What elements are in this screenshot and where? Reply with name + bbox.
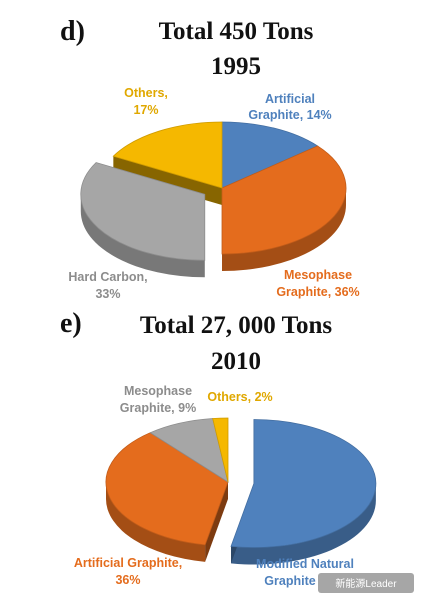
slice-side-modified-natural-graphite (231, 483, 376, 565)
slice-others-17 (112, 121, 223, 189)
slice-label-modified-natural-graphite-2010: Modified Natural Graphite (256, 557, 354, 588)
watermark-backdrop (318, 573, 414, 593)
label-line-1: Others, 2% (207, 390, 272, 404)
watermark: 新能源Leader (318, 573, 414, 593)
slice-side-mesophase-graphite-36 (222, 188, 346, 271)
panel-label-e: e) (60, 308, 82, 339)
slice-label-others-2010: Others, 2% (207, 390, 272, 404)
label-line-1: Artificial Graphite, (74, 556, 182, 570)
chart-subtitle-e: 2010 (211, 348, 261, 375)
panel-label-d: d) (60, 16, 85, 47)
pie-chart-2010 (105, 417, 377, 565)
label-line-2: Graphite (264, 574, 315, 588)
slice-artificial-graphite-14 (221, 121, 319, 189)
label-line-2: 33% (95, 287, 120, 301)
label-line-1: Mesophase (284, 268, 352, 282)
watermark-text: 新能源Leader (335, 577, 397, 590)
slice-side-hard-carbon-33 (80, 194, 205, 278)
slice-mesophase-graphite-36 (221, 145, 347, 255)
slice-modified-natural-graphite (230, 419, 377, 548)
label-line-2: 36% (115, 573, 140, 587)
slice-hard-carbon-33 (80, 162, 206, 261)
slice-artificial-graphite-36 (105, 432, 229, 546)
slice-wall-artificial-graphite-36 (205, 482, 228, 562)
label-line-1: Artificial (265, 92, 315, 106)
label-line-1: Mesophase (124, 384, 192, 398)
label-line-2: Graphite, 14% (248, 108, 331, 122)
pie-chart-1995 (80, 121, 347, 278)
slice-label-mesophase-graphite-2010: Mesophase Graphite, 9% (120, 384, 196, 415)
label-line-1: Others, (124, 86, 168, 100)
slice-label-artificial-graphite-1995: Artificial Graphite, 14% (248, 92, 331, 122)
label-line-2: Graphite, 9% (120, 401, 196, 415)
slice-label-others-1995: Others, 17% (124, 86, 168, 117)
slice-side-artificial-graphite-36 (106, 482, 206, 562)
label-line-2: Graphite, 36% (276, 285, 359, 299)
slice-others-2 (212, 417, 229, 483)
slice-label-artificial-graphite-2010: Artificial Graphite, 36% (74, 556, 182, 587)
chart-subtitle-d: 1995 (211, 53, 261, 80)
slice-label-hard-carbon-1995: Hard Carbon, 33% (68, 270, 147, 301)
label-line-1: Modified Natural (256, 557, 354, 571)
chart-title-e: Total 27, 000 Tons (140, 312, 332, 339)
label-line-1: Hard Carbon, (68, 270, 147, 284)
label-line-2: 17% (133, 103, 158, 117)
chart-title-d: Total 450 Tons (159, 18, 314, 45)
slice-label-mesophase-graphite-1995: Mesophase Graphite, 36% (276, 268, 359, 299)
